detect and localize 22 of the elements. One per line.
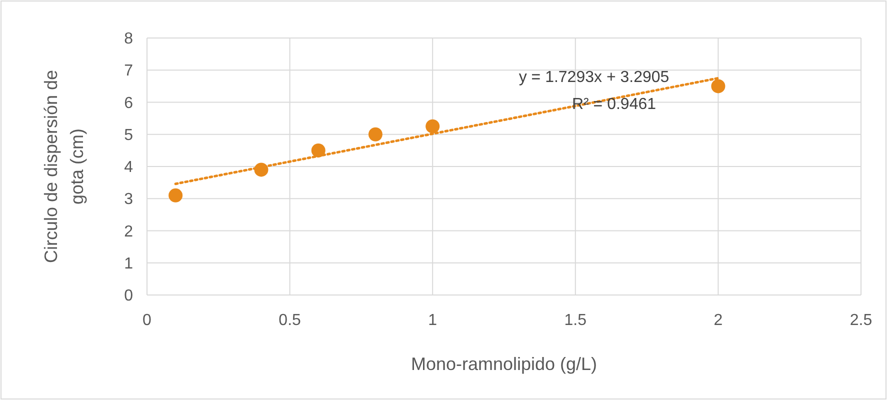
x-axis-title: Mono-ramnolipido (g/L)	[410, 354, 598, 374]
x-tick-label: 2.5	[850, 312, 872, 329]
y-tick-label: 6	[124, 94, 134, 112]
point	[426, 119, 440, 134]
x-tick-label: 2	[714, 312, 723, 329]
annotation: y = 1.7293x + 3.2905	[518, 69, 670, 86]
y-tick-label: 4	[124, 159, 134, 176]
y-tick-label: 7	[124, 62, 134, 80]
x-tick-label: 1	[428, 312, 438, 329]
x-tick-label: 0.5	[278, 312, 302, 329]
y-tick-label: 1	[124, 255, 134, 272]
x-tick-label: 0	[142, 312, 152, 329]
point	[168, 188, 183, 202]
y-tick-label: 8	[124, 30, 134, 48]
y-tick-label: 2	[124, 223, 134, 240]
point	[711, 79, 726, 94]
y-tick-label: 3	[124, 191, 134, 208]
y-tick-label: 0	[124, 288, 134, 305]
point	[368, 127, 382, 142]
y-axis-title: Circulo de dispersión de gota (cm)	[41, 70, 87, 264]
y-tick-label: 5	[124, 126, 134, 144]
x-tick-label: 1.5	[564, 312, 587, 329]
